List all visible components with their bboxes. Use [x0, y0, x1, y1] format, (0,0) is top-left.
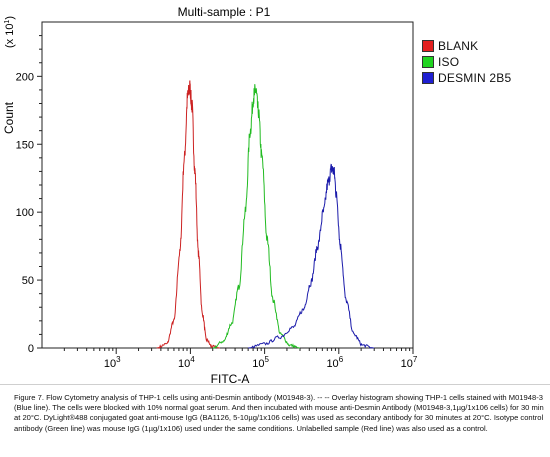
chart-title: Multi-sample : P1 — [178, 5, 271, 19]
series-line-2 — [248, 163, 375, 349]
histogram-chart: Multi-sample : P1 Count (x 101) 0 50 100 15… — [2, 5, 418, 384]
y-multiplier-group: (x 101) — [4, 16, 16, 48]
x-tick-label: 104 — [178, 355, 195, 370]
x-axis-label: FITC-A — [211, 372, 250, 384]
y-tick-label: 150 — [16, 139, 34, 151]
legend-item-desmin: DESMIN 2B5 — [422, 70, 511, 86]
series-line-1 — [212, 84, 300, 349]
legend-item-iso: ISO — [422, 54, 511, 70]
y-multiplier-close: ) — [4, 16, 16, 20]
legend-swatch-blank — [422, 40, 434, 52]
y-axis-label-group: Count — [2, 101, 16, 134]
y-axis-label: Count — [2, 101, 16, 134]
legend-item-blank: BLANK — [422, 38, 511, 54]
x-tick-label: 107 — [401, 355, 418, 370]
y-multiplier-exponent: 1 — [4, 20, 11, 24]
y-tick-label: 50 — [22, 275, 34, 287]
plot-area: 0 50 100 150 200 103 104 105 106 107 — [16, 21, 418, 370]
x-tick-label: 105 — [252, 355, 269, 370]
y-tick-label: 200 — [16, 71, 34, 83]
plot-frame — [41, 21, 414, 349]
legend: BLANK ISO DESMIN 2B5 — [422, 38, 511, 86]
legend-swatch-iso — [422, 56, 434, 68]
series-line-0 — [156, 80, 220, 349]
x-tick-label: 103 — [104, 355, 121, 370]
legend-swatch-desmin — [422, 72, 434, 84]
y-multiplier-label: (x 101) — [4, 16, 16, 48]
x-tick-label: 106 — [326, 355, 343, 370]
figure-caption: Figure 7. Flow Cytometry analysis of THP… — [0, 384, 550, 457]
y-tick-label: 100 — [16, 207, 34, 219]
legend-label-blank: BLANK — [438, 39, 479, 53]
y-multiplier-text: (x 10 — [4, 24, 16, 48]
legend-label-iso: ISO — [438, 55, 460, 69]
legend-label-desmin: DESMIN 2B5 — [438, 71, 512, 85]
y-tick-label: 0 — [28, 343, 34, 355]
